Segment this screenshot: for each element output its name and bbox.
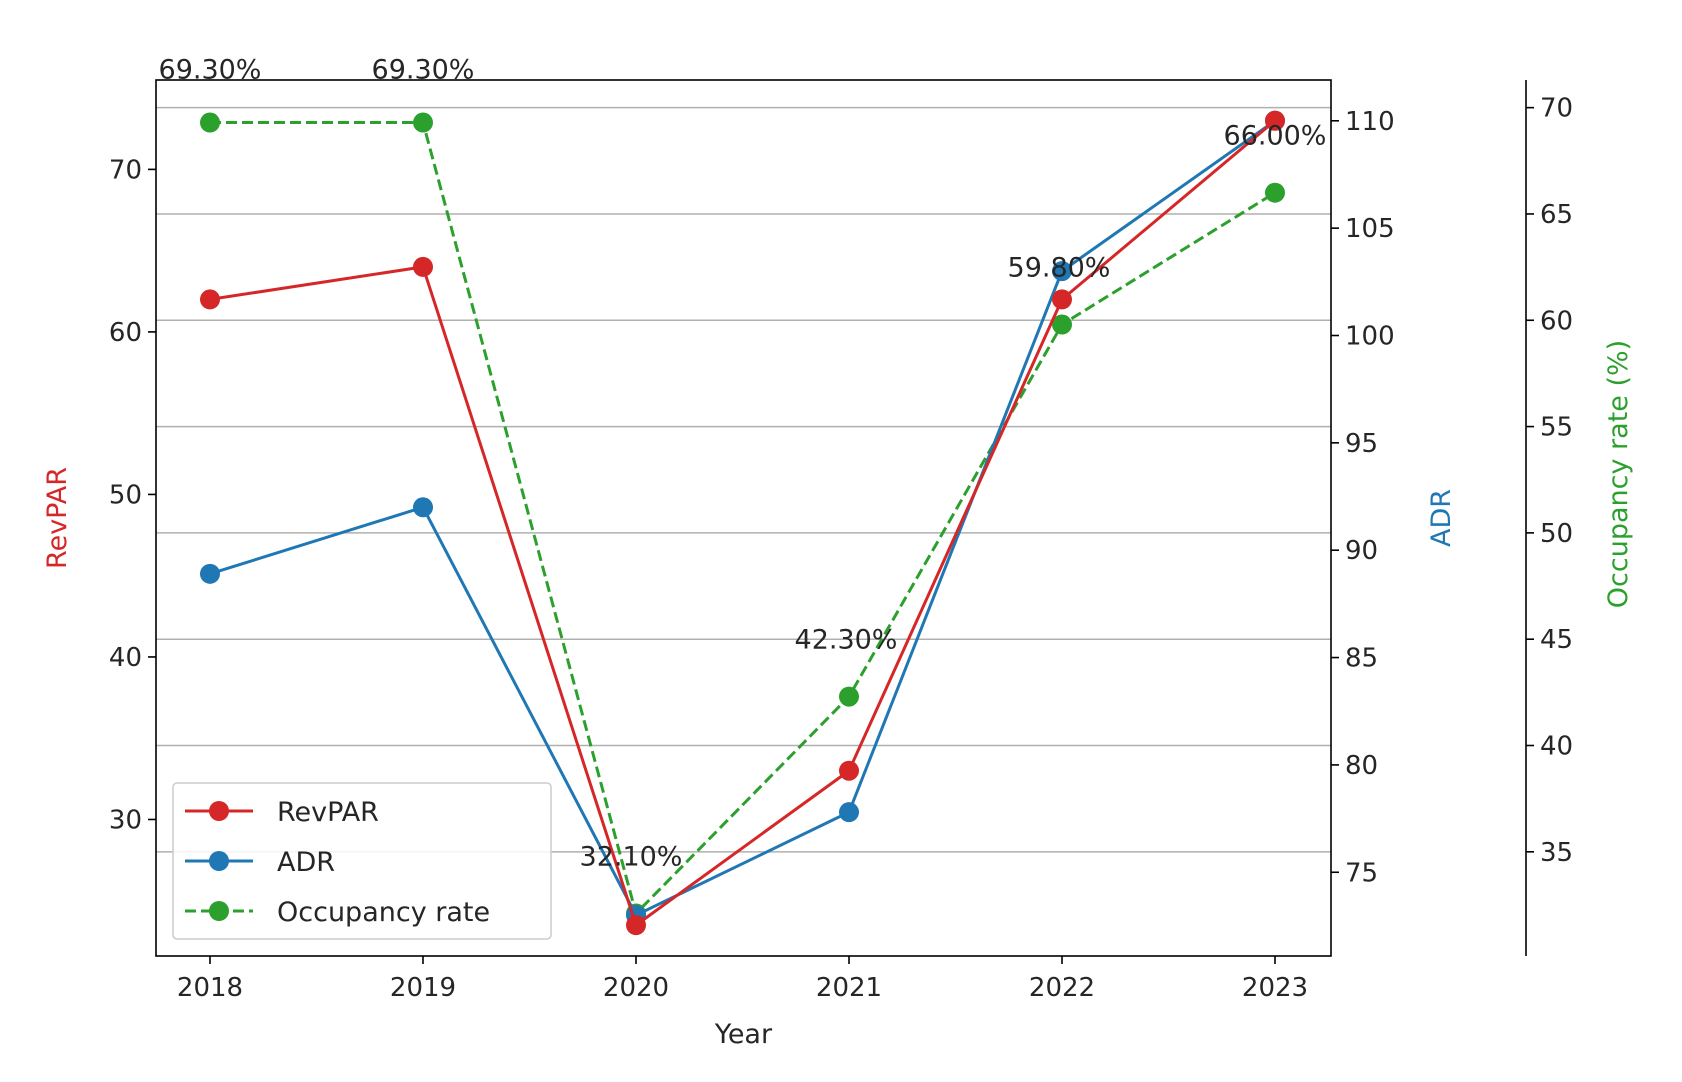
data-point-occupancy-rate [839, 686, 859, 707]
annotation-label: 69.30% [372, 55, 475, 86]
grid-layer [156, 106, 1331, 853]
left-tick-label: 40 [109, 643, 142, 673]
right2-tick-label: 35 [1540, 838, 1573, 868]
right2-tick-label: 50 [1540, 519, 1573, 549]
data-point-revpar [413, 256, 433, 277]
data-point-revpar [626, 915, 646, 936]
left-tick-label: 30 [109, 805, 142, 835]
data-point-occupancy-rate [1265, 182, 1285, 203]
right-tick-label: 80 [1345, 751, 1378, 781]
data-point-adr [1052, 261, 1072, 282]
axes-layer: 2018 2019 2020 2021 2022 2023 30 40 50 60 70 75 80 85… [109, 80, 1573, 1003]
x-tick-label: 2023 [1242, 973, 1308, 1003]
data-point-revpar [1052, 289, 1072, 310]
right-tick-label: 105 [1345, 214, 1395, 244]
right2-tick-label: 70 [1540, 94, 1573, 124]
legend-box [172, 782, 552, 940]
x-tick-label: 2018 [177, 973, 243, 1003]
data-point-revpar [1265, 110, 1285, 131]
x-tick-label: 2021 [816, 973, 882, 1003]
data-point-adr [413, 497, 433, 518]
right-tick-label: 95 [1345, 429, 1378, 459]
x-axis-label: Year [714, 1019, 773, 1050]
plot-frame [155, 79, 1332, 957]
data-point-revpar [200, 289, 220, 310]
legend-marker-adr [209, 851, 229, 871]
left-tick-label: 70 [109, 155, 142, 185]
left-axis-label: RevPAR [42, 467, 73, 569]
legend-marker-occupancy-rate [209, 901, 229, 921]
data-point-occupancy-rate [200, 112, 220, 133]
right2-tick-label: 40 [1540, 732, 1573, 762]
right2-tick-label: 55 [1540, 413, 1573, 443]
legend-entry-occupancy-rate: Occupancy rate [277, 897, 490, 928]
x-tick-label: 2022 [1029, 973, 1095, 1003]
series-layer [200, 110, 1285, 936]
data-point-revpar [839, 760, 859, 781]
annotation-label: 59.80% [1008, 253, 1111, 284]
right-tick-label: 100 [1345, 322, 1395, 352]
data-point-occupancy-rate [413, 112, 433, 133]
data-point-occupancy-rate [1052, 314, 1072, 335]
left-tick-label: 50 [109, 480, 142, 510]
right2-axis-label: Occupancy rate (%) [1603, 340, 1634, 608]
series-line-revpar [209, 119, 1276, 927]
series-line-adr [209, 119, 1276, 917]
right-tick-label: 85 [1345, 644, 1378, 674]
legend: RevPAR ADR Occupancy rate [172, 782, 552, 940]
annotation-label: 69.30% [159, 55, 262, 86]
legend-marker-revpar [209, 801, 229, 821]
annot-layer: 69.30% 69.30% 32.10% 42.30% 59.80% 66.00% [159, 55, 1327, 873]
right2-tick-label: 65 [1540, 200, 1573, 230]
x-tick-label: 2019 [390, 973, 456, 1003]
data-point-adr [200, 563, 220, 584]
left-tick-label: 60 [109, 318, 142, 348]
annotation-label: 66.00% [1224, 121, 1327, 152]
annotation-label: 32.10% [580, 841, 683, 872]
right-tick-label: 90 [1345, 536, 1378, 566]
data-point-adr [839, 802, 859, 823]
right-tick-label: 75 [1345, 858, 1378, 888]
right2-tick-label: 60 [1540, 306, 1573, 336]
series-line-occupancy-rate [210, 121, 1276, 915]
annotation-label: 42.30% [795, 625, 898, 656]
x-tick-label: 2020 [603, 973, 669, 1003]
legend-entry-revpar: RevPAR [277, 797, 379, 828]
legend-entry-adr: ADR [277, 847, 335, 878]
right-axis-label: ADR [1426, 489, 1457, 547]
right-tick-label: 110 [1345, 107, 1395, 137]
right2-tick-label: 45 [1540, 625, 1573, 655]
